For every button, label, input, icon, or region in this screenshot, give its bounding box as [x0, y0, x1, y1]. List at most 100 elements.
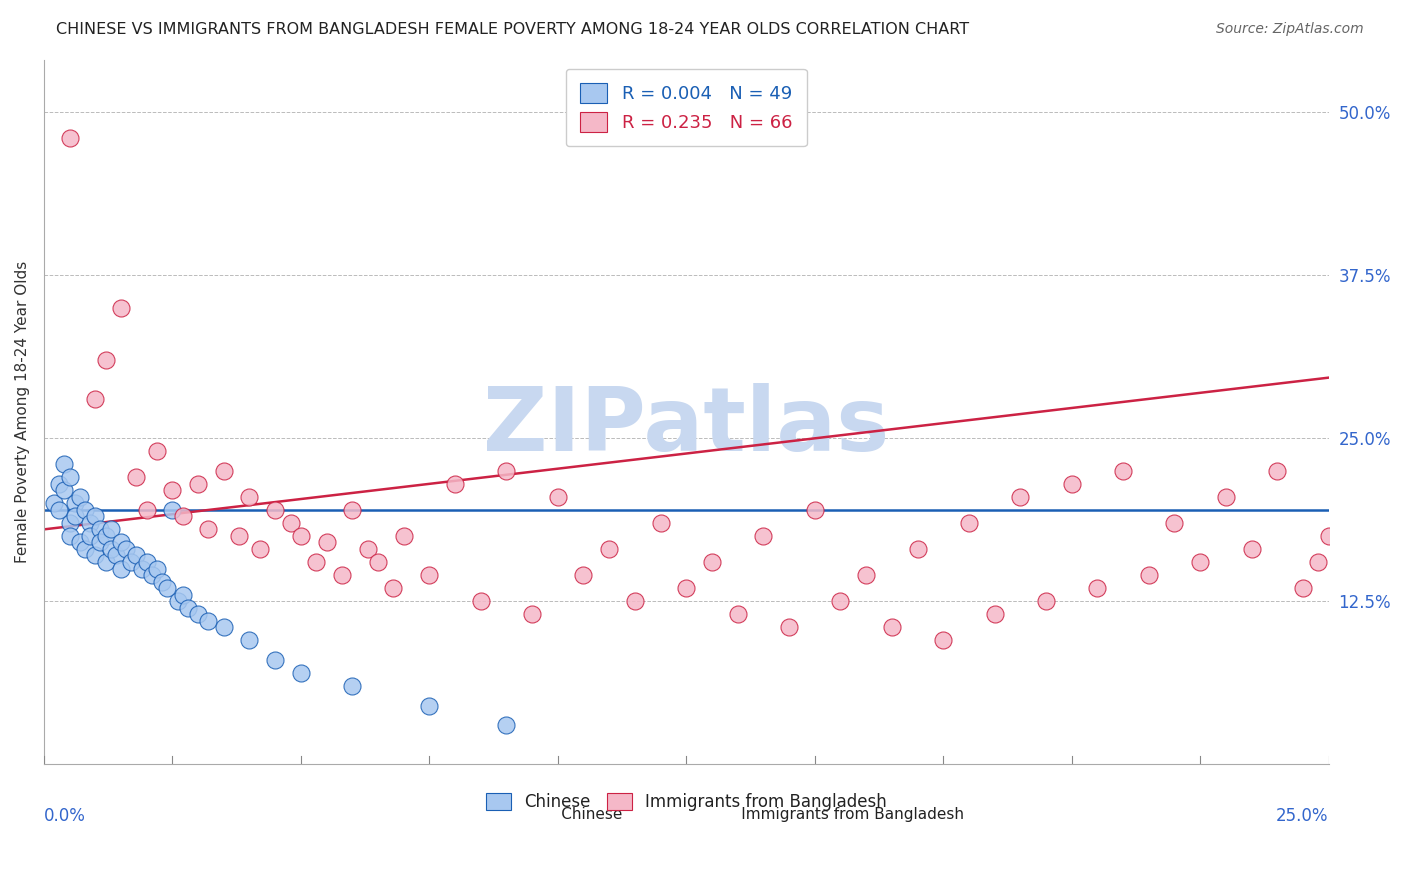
- Point: [156, 581, 179, 595]
- Point: [58, 470, 80, 484]
- Point: [1010, 490, 1032, 504]
- Point: [166, 594, 188, 608]
- Point: [1112, 464, 1135, 478]
- Point: [264, 653, 287, 667]
- Point: [418, 568, 440, 582]
- Point: [983, 607, 1005, 622]
- Point: [1317, 529, 1340, 543]
- Point: [125, 470, 148, 484]
- Point: [187, 476, 209, 491]
- Point: [84, 549, 107, 563]
- Point: [172, 509, 194, 524]
- Point: [855, 568, 877, 582]
- Point: [1137, 568, 1160, 582]
- Point: [73, 541, 96, 556]
- Point: [650, 516, 672, 530]
- Point: [104, 549, 127, 563]
- Point: [58, 516, 80, 530]
- Point: [727, 607, 749, 622]
- Point: [58, 131, 80, 145]
- Point: [115, 541, 138, 556]
- Point: [94, 352, 117, 367]
- Point: [48, 503, 70, 517]
- Point: [94, 529, 117, 543]
- Point: [197, 614, 219, 628]
- Text: Source: ZipAtlas.com: Source: ZipAtlas.com: [1216, 22, 1364, 37]
- Point: [89, 535, 111, 549]
- Point: [1215, 490, 1237, 504]
- Y-axis label: Female Poverty Among 18-24 Year Olds: Female Poverty Among 18-24 Year Olds: [15, 260, 30, 563]
- Point: [315, 535, 337, 549]
- Point: [146, 444, 169, 458]
- Point: [58, 529, 80, 543]
- Point: [356, 541, 378, 556]
- Point: [1308, 555, 1330, 569]
- Point: [392, 529, 415, 543]
- Point: [94, 555, 117, 569]
- Point: [932, 633, 955, 648]
- Point: [342, 503, 364, 517]
- Point: [84, 509, 107, 524]
- Point: [89, 522, 111, 536]
- Point: [290, 529, 312, 543]
- Point: [1240, 541, 1263, 556]
- Text: Immigrants from Bangladesh: Immigrants from Bangladesh: [711, 806, 965, 822]
- Point: [1358, 541, 1381, 556]
- Point: [69, 490, 91, 504]
- Point: [290, 665, 312, 680]
- Point: [63, 496, 86, 510]
- Point: [830, 594, 852, 608]
- Point: [957, 516, 980, 530]
- Point: [907, 541, 929, 556]
- Point: [495, 464, 517, 478]
- Text: 0.0%: 0.0%: [44, 806, 86, 824]
- Point: [675, 581, 697, 595]
- Point: [1087, 581, 1109, 595]
- Point: [238, 490, 260, 504]
- Point: [53, 483, 76, 498]
- Point: [1035, 594, 1057, 608]
- Point: [141, 568, 163, 582]
- Text: 25.0%: 25.0%: [1277, 806, 1329, 824]
- Point: [79, 516, 101, 530]
- Point: [382, 581, 405, 595]
- Point: [100, 522, 122, 536]
- Point: [305, 555, 328, 569]
- Point: [63, 509, 86, 524]
- Point: [1060, 476, 1083, 491]
- Point: [249, 541, 271, 556]
- Point: [131, 561, 153, 575]
- Point: [803, 503, 825, 517]
- Point: [197, 522, 219, 536]
- Point: [598, 541, 620, 556]
- Point: [162, 503, 184, 517]
- Point: [547, 490, 569, 504]
- Point: [187, 607, 209, 622]
- Text: CHINESE VS IMMIGRANTS FROM BANGLADESH FEMALE POVERTY AMONG 18-24 YEAR OLDS CORRE: CHINESE VS IMMIGRANTS FROM BANGLADESH FE…: [56, 22, 969, 37]
- Point: [280, 516, 302, 530]
- Point: [150, 574, 173, 589]
- Point: [110, 535, 132, 549]
- Point: [752, 529, 775, 543]
- Point: [1163, 516, 1185, 530]
- Point: [572, 568, 595, 582]
- Point: [1292, 581, 1315, 595]
- Point: [228, 529, 250, 543]
- Point: [69, 535, 91, 549]
- Point: [367, 555, 389, 569]
- Point: [470, 594, 492, 608]
- Point: [212, 464, 235, 478]
- Point: [418, 698, 440, 713]
- Point: [146, 561, 169, 575]
- Point: [212, 620, 235, 634]
- Point: [135, 503, 157, 517]
- Point: [79, 529, 101, 543]
- Point: [495, 718, 517, 732]
- Point: [125, 549, 148, 563]
- Point: [84, 392, 107, 406]
- Point: [162, 483, 184, 498]
- Point: [880, 620, 903, 634]
- Point: [110, 301, 132, 315]
- Point: [73, 503, 96, 517]
- Point: [135, 555, 157, 569]
